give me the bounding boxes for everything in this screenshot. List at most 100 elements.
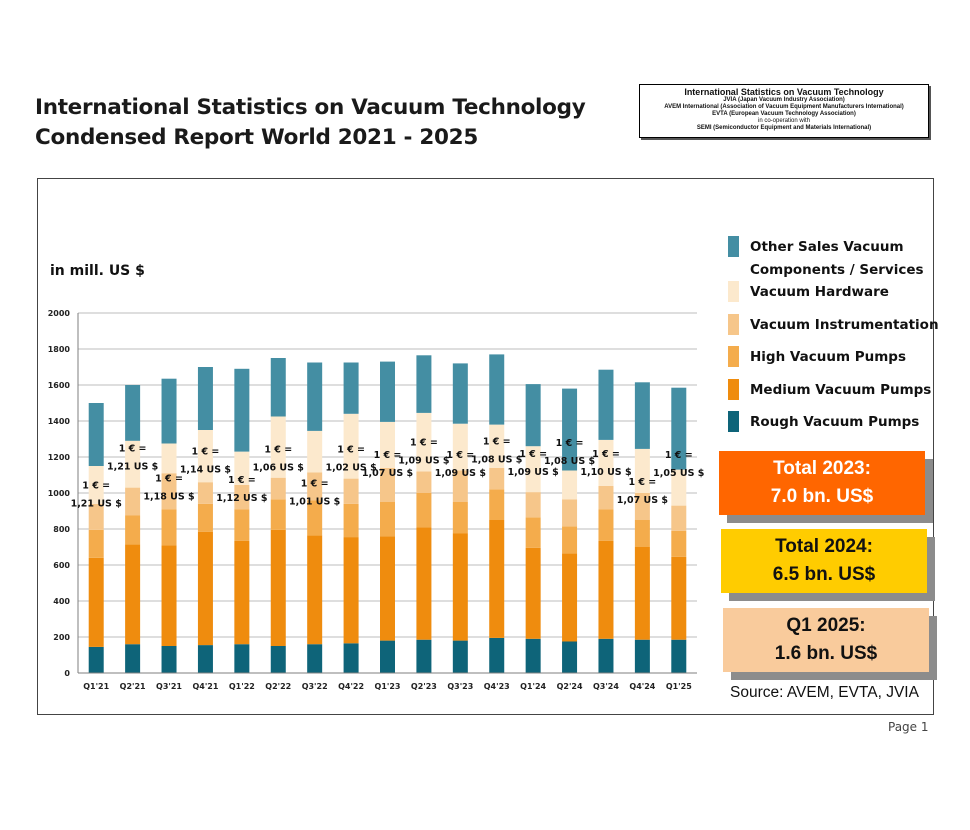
x-tick-label-Q1'21: Q1'21 xyxy=(83,682,109,691)
exchange-rate-top-Q4'21: 1 € = xyxy=(192,446,220,457)
bar-Q1'23-series-5 xyxy=(380,361,395,422)
bar-Q2'22-series-1 xyxy=(270,529,286,646)
total-2023-value: 7.0 bn. US$ xyxy=(770,486,874,507)
bar-Q4'23-series-1 xyxy=(489,520,505,638)
page-title-line-2: Condensed Report World 2021 - 2025 xyxy=(35,125,478,150)
bar-Q3'22-series-4 xyxy=(307,430,323,473)
bar-Q2'22-series-3 xyxy=(270,477,286,500)
bar-Q2'21-series-5 xyxy=(125,385,141,441)
exchange-rate-top-Q1'21: 1 € = xyxy=(82,481,110,492)
bar-Q1'25-series-5 xyxy=(671,387,687,470)
legend-label-high-vacuum-pumps: High Vacuum Pumps xyxy=(750,349,906,365)
bar-Q4'21-series-5 xyxy=(197,367,213,430)
bar-Q1'21-series-1 xyxy=(88,557,104,647)
x-tick-label-Q2'21: Q2'21 xyxy=(120,682,146,691)
y-tick-label-1200: 1200 xyxy=(48,453,71,462)
bars xyxy=(88,354,687,673)
bar-Q1'25-series-0 xyxy=(671,639,687,673)
bar-Q1'21-series-2 xyxy=(88,529,104,558)
legend-label-rough-vacuum-pumps: Rough Vacuum Pumps xyxy=(750,414,920,430)
bar-Q3'24-series-1 xyxy=(598,540,614,639)
exchange-rate-value-Q1'25: 1,05 US $ xyxy=(653,468,704,479)
legend-item-vacuum-hardware: Vacuum Hardware xyxy=(728,281,889,304)
bar-Q4'22-series-3 xyxy=(343,478,359,504)
exchange-rate-top-Q1'24: 1 € = xyxy=(519,449,547,460)
bar-Q4'24-series-0 xyxy=(634,639,650,673)
exchange-rate-top-Q2'24: 1 € = xyxy=(556,438,584,449)
x-tick-label-Q4'24: Q4'24 xyxy=(629,682,655,691)
y-tick-label-400: 400 xyxy=(53,597,70,606)
bar-Q2'23-series-5 xyxy=(416,355,432,413)
bar-Q4'21-series-0 xyxy=(197,645,213,673)
legend-item-rough-vacuum-pumps: Rough Vacuum Pumps xyxy=(728,411,919,434)
bar-Q1'22-series-4 xyxy=(234,451,250,485)
total-2024-label: Total 2024: xyxy=(775,536,873,557)
bar-Q2'21-series-3 xyxy=(125,487,141,516)
legend-label-medium-vacuum-pumps: Medium Vacuum Pumps xyxy=(750,382,932,398)
y-tick-label-1600: 1600 xyxy=(48,381,71,390)
bar-Q3'23-series-5 xyxy=(452,363,468,424)
bar-Q4'22-series-2 xyxy=(343,503,359,538)
x-tick-label-Q4'22: Q4'22 xyxy=(338,682,364,691)
bar-Q2'22-series-0 xyxy=(270,646,286,673)
bar-Q1'24-series-2 xyxy=(525,517,541,548)
bar-Q2'24-series-4 xyxy=(562,470,578,500)
bar-Q4'21-series-1 xyxy=(197,531,213,646)
bar-Q3'23-series-4 xyxy=(452,423,468,471)
legend-swatch-medium-vacuum-pumps xyxy=(728,379,739,400)
exchange-rate-value-Q3'24: 1,10 US $ xyxy=(580,467,631,478)
bar-Q2'22-series-4 xyxy=(270,416,286,478)
bar-Q1'21-series-4 xyxy=(88,466,104,504)
bar-Q1'23-series-2 xyxy=(380,502,395,537)
bar-Q4'22-series-4 xyxy=(343,413,359,479)
bar-Q3'22-series-0 xyxy=(307,644,323,673)
exchange-rate-top-Q2'23: 1 € = xyxy=(410,437,438,448)
org-line-avem: AVEM International (Association of Vacuu… xyxy=(664,104,904,110)
bar-Q3'22-series-1 xyxy=(307,535,323,645)
y-tick-label-2000: 2000 xyxy=(48,309,71,318)
bar-Q3'24-series-0 xyxy=(598,638,614,673)
page-number: Page 1 xyxy=(888,720,929,734)
exchange-rate-top-Q3'22: 1 € = xyxy=(301,479,329,490)
bar-Q1'22-series-2 xyxy=(234,509,250,541)
exchange-rate-top-Q1'22: 1 € = xyxy=(228,475,256,486)
bar-Q1'21-series-3 xyxy=(88,503,104,530)
bar-Q2'23-series-0 xyxy=(416,639,432,673)
exchange-rate-value-Q1'22: 1,12 US $ xyxy=(216,493,267,504)
bar-Q3'23-series-0 xyxy=(452,640,468,673)
legend-label-vacuum-instrumentation: Vacuum Instrumentation xyxy=(750,317,939,333)
org-line-semi: SEMI (Semiconductor Equipment and Materi… xyxy=(696,125,872,131)
bar-Q4'24-series-2 xyxy=(634,520,650,547)
exchange-rate-top-Q4'24: 1 € = xyxy=(628,477,656,488)
bar-Q1'22-series-1 xyxy=(234,540,250,645)
exchange-rate-top-Q4'23: 1 € = xyxy=(483,436,511,447)
y-axis-unit-label: in mill. US $ xyxy=(50,263,145,279)
y-tick-label-600: 600 xyxy=(53,561,70,570)
bar-Q1'24-series-3 xyxy=(525,492,541,518)
org-line-cooperation: in co-operation with xyxy=(757,118,811,124)
bar-Q1'24-series-4 xyxy=(525,446,541,493)
bar-Q3'23-series-3 xyxy=(452,470,468,502)
bar-Q2'24-series-1 xyxy=(562,553,578,642)
exchange-rate-value-Q4'22: 1,02 US $ xyxy=(325,463,376,474)
bar-Q1'23-series-4 xyxy=(380,421,395,468)
legend-label-other-sales-line-2: Components / Services xyxy=(750,262,924,278)
total-2024-value: 6.5 bn. US$ xyxy=(772,564,876,585)
legend-item-vacuum-instrumentation: Vacuum Instrumentation xyxy=(728,314,939,337)
x-tick-label-Q1'25: Q1'25 xyxy=(666,682,692,691)
bar-Q4'21-series-3 xyxy=(197,482,213,504)
exchange-rate-value-Q3'22: 1,01 US $ xyxy=(289,497,340,508)
org-box-heading: International Statistics on Vacuum Techn… xyxy=(684,87,884,97)
bar-Q4'24-series-5 xyxy=(634,382,650,449)
source-note: Source: AVEM, EVTA, JVIA xyxy=(730,684,919,701)
exchange-rate-value-Q1'23: 1,07 US $ xyxy=(362,468,413,479)
bar-Q2'21-series-1 xyxy=(125,544,141,645)
y-tick-label-1800: 1800 xyxy=(48,345,71,354)
x-tick-label-Q3'22: Q3'22 xyxy=(302,682,328,691)
exchange-rate-top-Q2'22: 1 € = xyxy=(264,445,292,456)
bar-Q2'21-series-2 xyxy=(125,515,141,545)
bar-Q4'23-series-5 xyxy=(489,354,505,425)
exchange-rate-top-Q1'23: 1 € = xyxy=(374,450,402,461)
bar-Q4'23-series-2 xyxy=(489,489,505,520)
